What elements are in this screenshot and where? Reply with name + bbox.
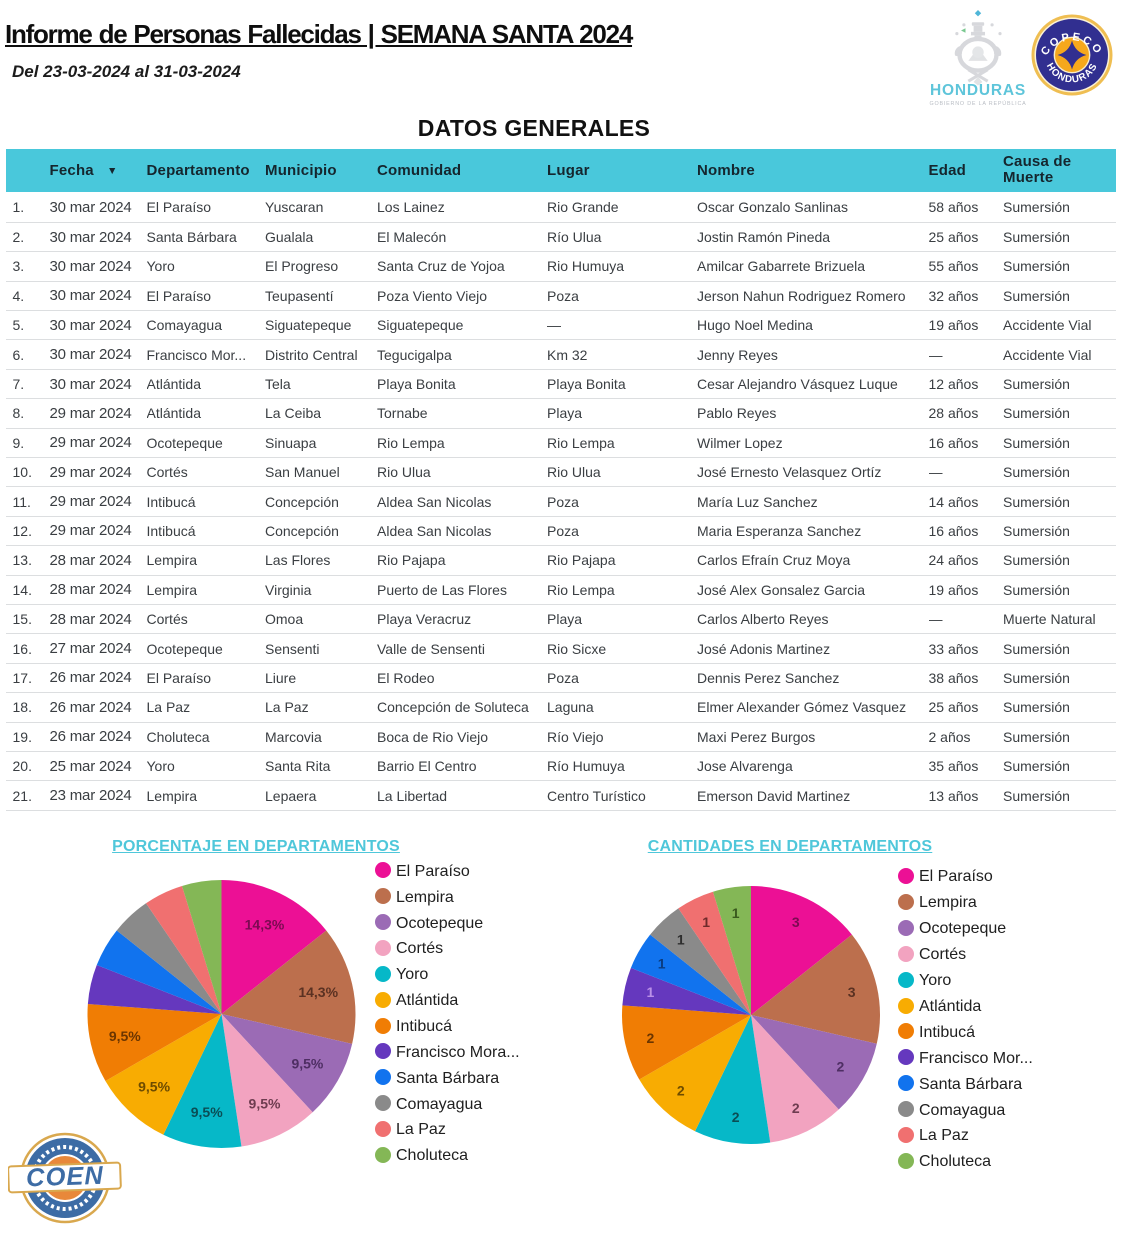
- svg-text:1: 1: [702, 914, 710, 930]
- svg-text:9,5%: 9,5%: [191, 1104, 223, 1120]
- svg-text:1: 1: [647, 984, 655, 1000]
- svg-text:2: 2: [647, 1030, 655, 1046]
- svg-text:COEN: COEN: [26, 1162, 105, 1193]
- svg-text:1: 1: [677, 931, 685, 947]
- svg-text:GOBIERNO DE LA REPÚBLICA: GOBIERNO DE LA REPÚBLICA: [929, 100, 1026, 107]
- svg-text:3: 3: [792, 914, 800, 930]
- svg-text:2: 2: [677, 1083, 685, 1099]
- svg-text:14,3%: 14,3%: [245, 917, 285, 933]
- svg-text:1: 1: [658, 955, 666, 971]
- svg-text:2: 2: [837, 1059, 845, 1075]
- svg-text:3: 3: [848, 984, 856, 1000]
- svg-text:HONDURAS: HONDURAS: [930, 82, 1026, 99]
- svg-text:2: 2: [732, 1109, 740, 1125]
- svg-text:9,5%: 9,5%: [109, 1028, 141, 1044]
- svg-text:9,5%: 9,5%: [138, 1079, 170, 1095]
- svg-text:9,5%: 9,5%: [291, 1056, 323, 1072]
- svg-text:9,5%: 9,5%: [249, 1095, 281, 1111]
- svg-text:2: 2: [792, 1100, 800, 1116]
- svg-text:14,3%: 14,3%: [298, 984, 338, 1000]
- svg-text:1: 1: [732, 905, 740, 921]
